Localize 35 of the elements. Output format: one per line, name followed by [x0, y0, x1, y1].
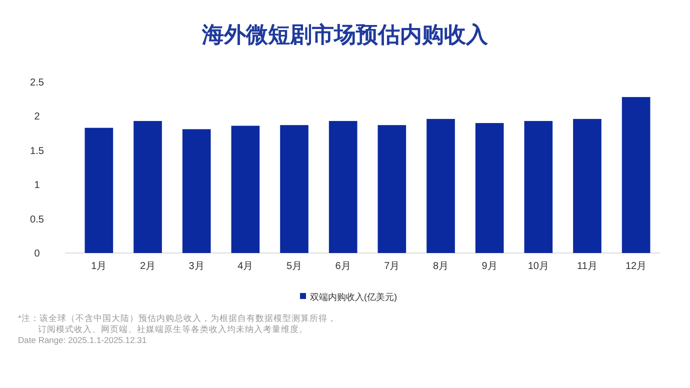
bar [328, 120, 358, 253]
y-tick-label: 1.5 [30, 146, 44, 157]
x-tick-label: 2月 [140, 261, 156, 272]
bar [426, 118, 455, 253]
bar [84, 128, 114, 253]
bar [134, 120, 162, 253]
bar [622, 97, 650, 253]
x-tick-label: 3月 [188, 261, 204, 272]
legend-label: 双端内购收入(亿美元) [310, 292, 397, 302]
x-tick-label: 9月 [482, 261, 498, 272]
y-tick-label: 0 [34, 248, 40, 260]
x-tick-label: 1月 [91, 261, 107, 272]
bar [231, 126, 260, 253]
x-tick-label: 4月 [238, 261, 254, 272]
x-tick-label: 5月 [286, 261, 302, 272]
text: *注：该全球（不含中国大陆）预估内购总收入，为根据自有数据模型测算所得， [18, 313, 336, 323]
x-tick-label: 7月 [384, 261, 400, 272]
chart-title: 海外微短剧市场预估内购收入 [201, 22, 489, 47]
y-tick-label: 2 [34, 112, 40, 123]
bar [378, 125, 406, 253]
x-tick-label: 11月 [577, 261, 598, 272]
x-tick-label: 8月 [432, 261, 449, 272]
bar [280, 125, 308, 253]
bar [182, 129, 211, 253]
y-tick-label: 0.5 [30, 214, 44, 226]
bar [475, 123, 504, 253]
y-tick-label: 1 [34, 180, 40, 192]
bar [524, 120, 553, 253]
x-tick-label: 12月 [626, 261, 647, 272]
y-tick-label: 2.5 [30, 78, 44, 88]
bar [573, 118, 602, 253]
text: 订阅模式收入、网页端、社媒端原生等各类收入均未纳入考量维度。 [38, 324, 308, 334]
x-tick-label: 6月 [335, 261, 351, 272]
text: Date Range: 2025.1.1-2025.12.31 [18, 335, 147, 345]
x-tick-label: 10月 [528, 261, 549, 272]
